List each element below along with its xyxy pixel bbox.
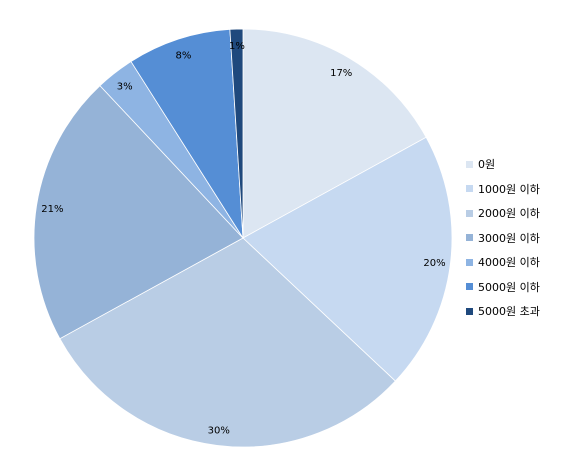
legend-swatch (466, 209, 473, 217)
slice-data-label: 8% (175, 50, 191, 61)
pie-slice (229, 28, 244, 239)
legend: 0원 1000원 이하 2000원 이하 3000원 이하 4000원 이하 5000원 … (466, 152, 540, 324)
pie-slice (242, 28, 427, 239)
legend-label: 5000원 초과 (478, 305, 540, 319)
legend-label: 1000원 이하 (478, 182, 540, 196)
slice-data-label: 3% (117, 82, 133, 93)
legend-swatch (466, 160, 473, 168)
legend-item: 5000원 이하 (466, 275, 540, 300)
legend-swatch (466, 234, 473, 242)
legend-item: 1000원 이하 (466, 177, 540, 202)
slice-data-label: 21% (41, 204, 63, 215)
pie-slice (130, 28, 244, 239)
pie-slice (242, 136, 453, 382)
legend-item: 0원 (466, 152, 540, 177)
slice-data-label: 17% (330, 68, 352, 79)
legend-swatch (466, 307, 473, 315)
pie-slice (59, 237, 396, 448)
slice-data-label: 1% (229, 41, 245, 52)
legend-label: 5000원 이하 (478, 280, 540, 294)
legend-item: 4000원 이하 (466, 250, 540, 275)
slice-data-label: 20% (423, 258, 445, 269)
legend-item: 3000원 이하 (466, 226, 540, 251)
legend-item: 2000원 이하 (466, 201, 540, 226)
legend-label: 3000원 이하 (478, 231, 540, 245)
legend-label: 4000원 이하 (478, 256, 540, 270)
legend-label: 2000원 이하 (478, 207, 540, 221)
legend-swatch (466, 185, 473, 193)
legend-swatch (466, 283, 473, 291)
pie-slice (33, 85, 244, 340)
legend-item: 5000원 초과 (466, 299, 540, 324)
legend-swatch (466, 258, 473, 266)
slice-data-label: 30% (208, 426, 230, 437)
legend-label: 0원 (478, 158, 496, 172)
